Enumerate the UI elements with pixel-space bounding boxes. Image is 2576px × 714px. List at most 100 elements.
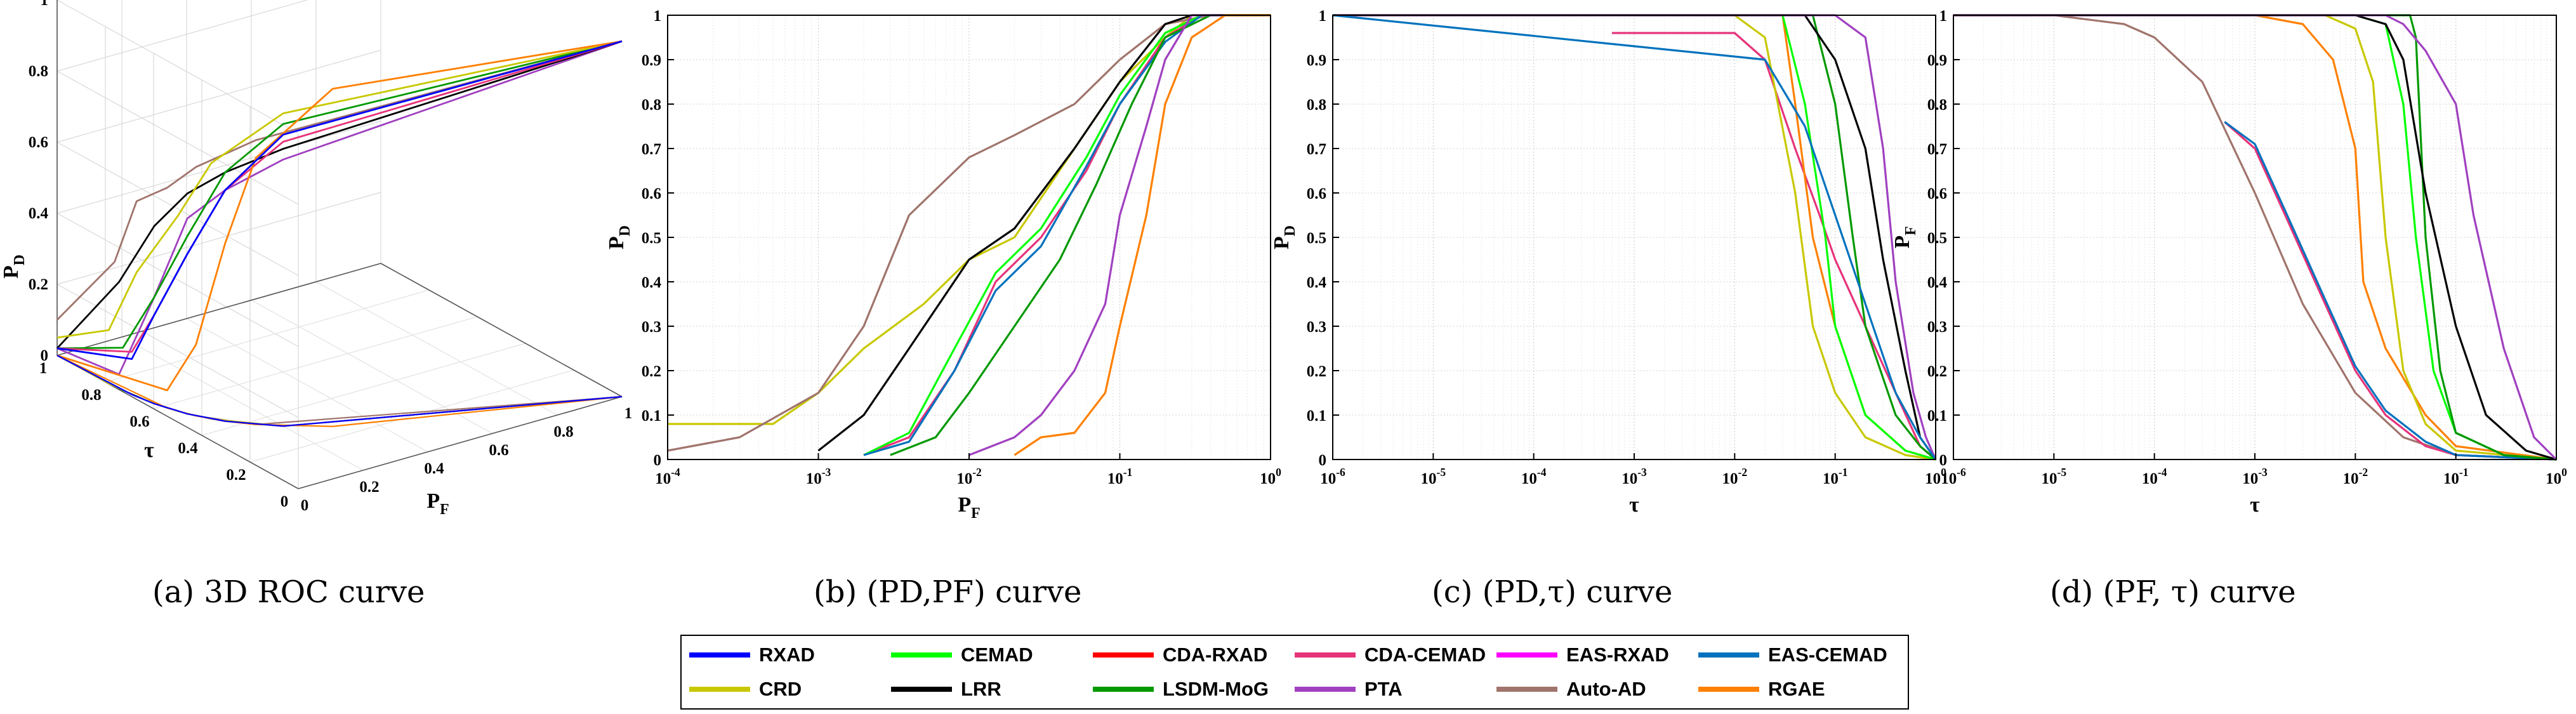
series-crd — [1333, 14, 1936, 461]
legend-item-cda-cemad: CDA-CEMAD — [1295, 640, 1486, 670]
y-tick-label: 0.5 — [1927, 230, 1947, 247]
x-tick-label: 10-3 — [2242, 466, 2268, 487]
y-tick-label: 0.9 — [1307, 52, 1326, 69]
legend-label: CDA-CEMAD — [1364, 644, 1486, 666]
x-tick-label: 10-2 — [956, 466, 982, 487]
y-tick-label: 0.4 — [1927, 274, 1948, 291]
x-axis-label: PF — [958, 493, 980, 522]
legend-item-cemad: CEMAD — [891, 640, 1033, 670]
series-cda-cemad — [2224, 121, 2557, 461]
caption-c: (c) (PD,τ) curve — [1432, 574, 1673, 610]
legend-swatch — [891, 652, 952, 658]
y-tick-label: 0.6 — [1307, 185, 1326, 202]
legend-item-cda-rxad: CDA-RXAD — [1093, 640, 1267, 670]
legend-swatch — [1093, 652, 1154, 658]
z-tick-label: 1 — [41, 0, 49, 9]
y-tick-label: 0 — [1319, 452, 1327, 469]
series-3d-pta — [56, 40, 623, 376]
series-3d-rxad — [56, 40, 623, 360]
y-tick-label: 1 — [39, 360, 48, 377]
y-tick-label: 0.8 — [642, 96, 661, 114]
grid-line — [56, 192, 381, 285]
y-tick-label: 0.2 — [642, 363, 661, 380]
legend-swatch — [1496, 652, 1557, 658]
x-tick-label: 100 — [2546, 466, 2567, 487]
y-tick-label: 0.7 — [642, 141, 661, 158]
y-tick-label: 0.2 — [1927, 363, 1947, 380]
grid-line — [56, 213, 299, 347]
legend-label: CDA-RXAD — [1163, 644, 1268, 666]
panel-d-pf-tau: 10-6 10-5 10-4 10-3 10-2 10-1 10000.10.20.30.4… — [1891, 8, 2567, 517]
y-tick-label: 0.2 — [226, 466, 246, 484]
grid-line — [121, 336, 364, 471]
x-axis-label: τ — [1629, 493, 1639, 517]
x-tick-label: 0.6 — [489, 442, 508, 459]
x-tick-label: 10-3 — [806, 466, 831, 487]
y-tick-label: 0.4 — [642, 274, 662, 291]
legend-label: EAS-RXAD — [1566, 644, 1669, 666]
legend-item-lrr: LRR — [891, 674, 1001, 704]
legend-swatch — [1295, 687, 1356, 692]
legend-item-crd: CRD — [689, 674, 802, 704]
legend-swatch — [1698, 652, 1759, 658]
y-tick-label: 0.8 — [1927, 96, 1947, 114]
z-tick-label: 0.6 — [29, 134, 48, 151]
caption-a: (a) 3D ROC curve — [152, 574, 425, 610]
y-tick-label: 0.3 — [642, 319, 661, 336]
y-tick-label: 0.1 — [1927, 407, 1947, 425]
y-tick-label: 1 — [654, 8, 662, 25]
axis-edge — [298, 396, 623, 489]
grid-line — [186, 318, 428, 453]
grid-line — [56, 0, 299, 134]
y-tick-label: 0.8 — [1307, 96, 1326, 114]
grid-line — [56, 142, 299, 276]
x-tick-label: 100 — [1925, 466, 1946, 487]
legend-label: LSDM-MoG — [1163, 678, 1269, 700]
x-tick-label: 10-4 — [2142, 466, 2167, 487]
z-tick-label: 0.8 — [29, 63, 48, 80]
y-tick-label: 0.9 — [1927, 52, 1947, 69]
x-axis-label: τ — [2250, 493, 2260, 517]
y-tick-label: 0.2 — [1307, 363, 1326, 380]
series-cemad — [863, 14, 1271, 456]
legend-item-rgae: RGAE — [1698, 674, 1825, 704]
legend-item-pta: PTA — [1295, 674, 1403, 704]
x-tick-label: 10-6 — [1941, 466, 1966, 487]
grid-line — [105, 289, 430, 383]
y-tick-label: 0.3 — [1927, 319, 1947, 336]
x-tick-label: 10-1 — [1823, 466, 1848, 487]
series-lrr — [1333, 14, 1937, 460]
legend-item-eas-rxad: EAS-RXAD — [1496, 640, 1669, 670]
x-tick-label: 10-4 — [655, 466, 680, 487]
caption-d: (d) (PF, τ) curve — [2050, 574, 2296, 610]
grid-line — [201, 343, 526, 436]
series-lrr — [1953, 14, 2557, 461]
series-pta — [1333, 14, 1937, 460]
legend-swatch — [1698, 687, 1759, 692]
legend-label: LRR — [961, 678, 1001, 700]
x-tick-label: 10-5 — [2042, 466, 2067, 487]
legend-label: PTA — [1364, 678, 1403, 700]
grid-line — [153, 316, 478, 409]
y-tick-label: 0.6 — [129, 413, 149, 430]
y-tick-label: 0.9 — [642, 52, 661, 69]
y-tick-label: 0.8 — [81, 387, 101, 404]
y-tick-label: 0.6 — [1927, 185, 1947, 202]
series-cda-cemad — [863, 14, 1271, 456]
series-3d-lsdm-mog — [56, 40, 623, 350]
y-tick-label: 1 — [1319, 8, 1327, 25]
y-tick-label: 0 — [654, 452, 662, 469]
y-axis-label: PD — [605, 225, 633, 249]
grid-line — [249, 369, 574, 463]
y-tick-label: 1 — [1939, 8, 1948, 25]
legend-label: RXAD — [759, 644, 815, 666]
z-tick-label: 0.4 — [29, 205, 49, 222]
panel-b-pd-pf: 10-4 10-3 10-2 10-1 100 0 0.1 0.2 0.3 0.4 0.5 0.6 0.… — [605, 8, 1281, 522]
y-tick-label: 0.5 — [1307, 230, 1326, 247]
y-axis-label: τ — [144, 439, 154, 462]
x-tick-label: 1 — [624, 405, 633, 422]
legend-label: EAS-CEMAD — [1768, 644, 1887, 666]
y-tick-label: 0.6 — [642, 185, 661, 202]
y-tick-label: 0.4 — [178, 440, 198, 457]
